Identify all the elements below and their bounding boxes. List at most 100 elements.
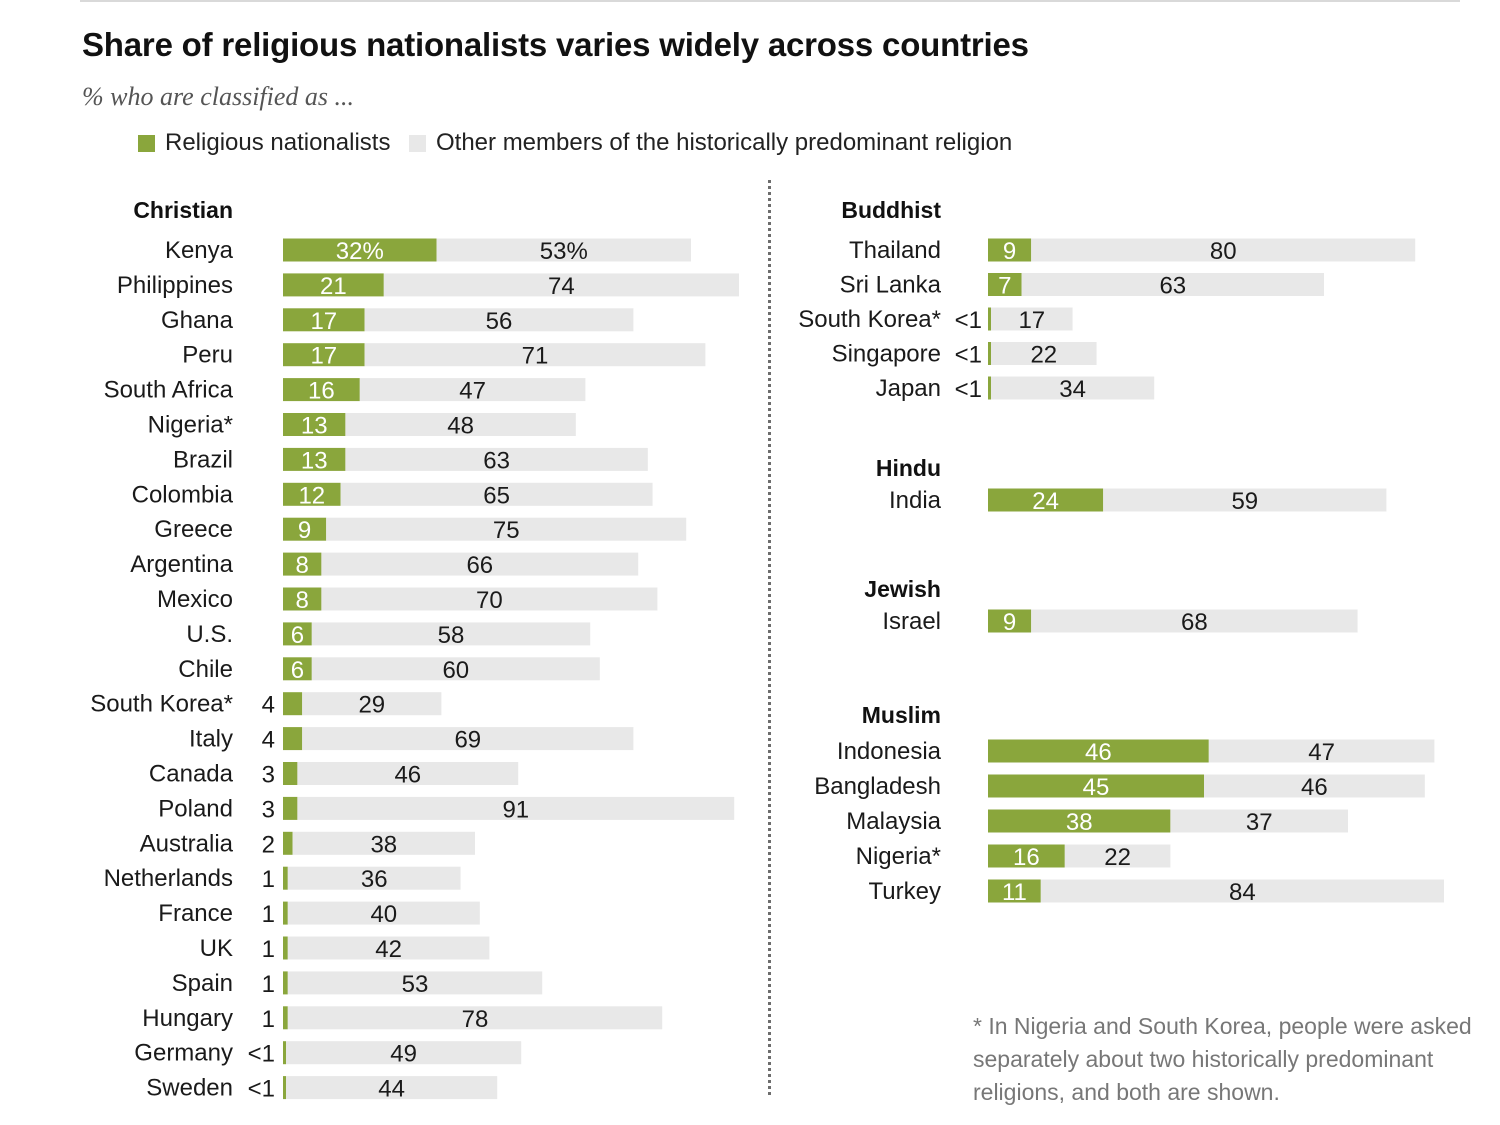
country-label-christian-south-africa: South Africa <box>104 377 234 404</box>
bar-others-christian-spain <box>287 971 543 995</box>
country-label-christian-hungary: Hungary <box>142 1005 233 1032</box>
bar-nationalists-buddhist-singapore <box>988 342 991 365</box>
bar-others-christian-peru <box>364 343 706 367</box>
value-label-others-christian-france: 40 <box>370 901 397 928</box>
bar-nationalists-christian-france <box>283 901 288 925</box>
value-label-others-buddhist-south-korea: 17 <box>1018 307 1045 334</box>
value-label-nationalists-christian-australia: 2 <box>262 831 275 858</box>
value-label-nationalists-buddhist-thailand: 9 <box>1003 238 1016 265</box>
bar-others-muslim-indonesia <box>1208 739 1435 763</box>
bar-nationalists-christian-italy <box>283 727 303 751</box>
bar-nationalists-buddhist-thailand <box>988 238 1032 262</box>
value-label-nationalists-christian-chile: 6 <box>291 657 304 684</box>
top-rule <box>80 0 1460 2</box>
value-label-others-christian-kenya: 53% <box>540 238 588 265</box>
value-label-nationalists-christian-mexico: 8 <box>296 587 309 614</box>
bar-nationalists-christian-chile <box>283 657 312 681</box>
bar-others-christian-poland <box>297 796 735 820</box>
bar-nationalists-christian-netherlands <box>283 866 288 890</box>
value-label-others-christian-nigeria: 48 <box>447 413 474 440</box>
country-label-muslim-indonesia: Indonesia <box>837 738 942 765</box>
value-label-others-muslim-indonesia: 47 <box>1308 739 1335 766</box>
value-label-nationalists-muslim-malaysia: 38 <box>1066 809 1093 836</box>
value-label-others-buddhist-thailand: 80 <box>1210 238 1237 265</box>
bar-nationalists-buddhist-south-korea <box>988 307 991 331</box>
group-header-hindu: Hindu <box>876 455 941 481</box>
bar-others-buddhist-singapore <box>991 342 1097 365</box>
country-label-christian-peru: Peru <box>182 342 233 369</box>
value-label-others-muslim-nigeria: 22 <box>1104 844 1131 871</box>
value-label-others-muslim-malaysia: 37 <box>1246 809 1273 836</box>
bar-others-christian-south-korea <box>302 692 442 716</box>
value-label-nationalists-christian-hungary: 1 <box>262 1006 275 1033</box>
bar-nationalists-christian-greece <box>283 517 327 541</box>
bar-others-christian-germany <box>286 1041 522 1065</box>
value-label-nationalists-christian-france: 1 <box>262 901 275 928</box>
value-label-nationalists-christian-peru: 17 <box>310 343 337 370</box>
bar-nationalists-christian-uk <box>283 936 288 960</box>
value-label-nationalists-hindu-india: 24 <box>1032 488 1059 515</box>
value-label-others-buddhist-japan: 34 <box>1059 376 1086 403</box>
bar-nationalists-christian-u-s <box>283 622 312 646</box>
bar-nationalists-christian-nigeria <box>283 413 346 436</box>
country-label-christian-canada: Canada <box>149 761 234 788</box>
bar-others-christian-greece <box>326 517 687 541</box>
value-label-nationalists-christian-netherlands: 1 <box>262 866 275 893</box>
country-label-buddhist-singapore: Singapore <box>832 341 941 368</box>
bar-others-christian-uk <box>287 936 490 960</box>
value-label-nationalists-christian-germany: <1 <box>248 1041 275 1068</box>
bar-nationalists-christian-argentina <box>283 552 322 576</box>
country-label-buddhist-south-korea: South Korea* <box>798 306 941 333</box>
value-label-others-christian-chile: 60 <box>442 657 469 684</box>
value-label-others-christian-hungary: 78 <box>462 1006 489 1033</box>
value-label-nationalists-christian-canada: 3 <box>262 762 275 789</box>
country-label-buddhist-japan: Japan <box>876 375 941 402</box>
bar-others-buddhist-thailand <box>1031 238 1416 262</box>
column-divider <box>768 180 771 1095</box>
bar-others-christian-hungary <box>287 1006 663 1030</box>
value-label-others-jewish-israel: 68 <box>1181 609 1208 636</box>
country-label-christian-italy: Italy <box>189 726 233 753</box>
value-label-nationalists-christian-sweden: <1 <box>248 1076 275 1103</box>
value-label-others-christian-ghana: 56 <box>486 308 513 335</box>
value-label-nationalists-christian-nigeria: 13 <box>301 413 328 440</box>
bar-nationalists-buddhist-japan <box>988 376 991 400</box>
country-label-christian-brazil: Brazil <box>173 446 233 473</box>
value-label-others-christian-uk: 42 <box>375 936 402 963</box>
bar-others-christian-kenya <box>436 238 691 262</box>
bar-nationalists-christian-australia <box>283 831 293 855</box>
value-label-nationalists-christian-greece: 9 <box>298 517 311 544</box>
country-label-christian-poland: Poland <box>158 795 233 822</box>
value-label-nationalists-christian-brazil: 13 <box>301 447 328 474</box>
country-label-christian-ghana: Ghana <box>161 307 234 334</box>
group-header-jewish: Jewish <box>864 576 941 602</box>
bar-others-christian-chile <box>311 657 600 681</box>
group-header-christian: Christian <box>133 197 233 223</box>
bar-nationalists-christian-peru <box>283 343 365 367</box>
bar-others-christian-netherlands <box>287 866 461 890</box>
bar-nationalists-christian-canada <box>283 762 298 785</box>
country-label-christian-philippines: Philippines <box>117 272 233 299</box>
value-label-nationalists-christian-kenya: 32% <box>336 238 384 265</box>
legend-label-nationalists: Religious nationalists <box>165 129 391 156</box>
country-label-christian-uk: UK <box>200 935 233 962</box>
bar-others-christian-ghana <box>364 308 634 332</box>
country-label-muslim-bangladesh: Bangladesh <box>814 773 941 800</box>
bar-others-christian-u-s <box>311 622 591 646</box>
bar-nationalists-hindu-india <box>988 488 1104 512</box>
bar-others-jewish-israel <box>1031 609 1358 633</box>
value-label-nationalists-muslim-indonesia: 46 <box>1085 739 1112 766</box>
value-label-others-christian-colombia: 65 <box>483 482 510 509</box>
country-label-jewish-israel: Israel <box>882 608 941 635</box>
group-header-buddhist: Buddhist <box>841 197 941 223</box>
bar-nationalists-christian-sweden <box>283 1076 286 1100</box>
country-label-christian-south-korea: South Korea* <box>90 691 233 718</box>
country-label-christian-spain: Spain <box>172 970 233 997</box>
country-label-christian-sweden: Sweden <box>146 1075 233 1102</box>
bar-nationalists-muslim-bangladesh <box>988 774 1204 798</box>
bar-nationalists-muslim-nigeria <box>988 844 1065 868</box>
bar-nationalists-muslim-indonesia <box>988 739 1209 763</box>
bar-nationalists-muslim-turkey <box>988 879 1041 903</box>
country-label-christian-u-s: U.S. <box>186 621 233 648</box>
